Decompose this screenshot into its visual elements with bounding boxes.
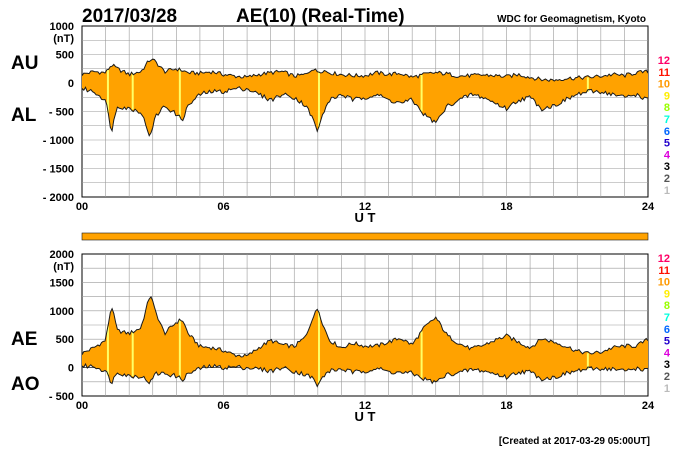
- chart-date: 2017/03/28: [82, 6, 177, 27]
- legend-station-12: 12: [658, 253, 670, 265]
- x-tick-label: 12: [359, 400, 371, 412]
- legend-station-8: 8: [664, 300, 670, 312]
- legend-station-1: 1: [664, 383, 670, 395]
- x-tick-label: 18: [500, 201, 512, 213]
- x-tick-label: 00: [76, 201, 88, 213]
- envelope-fill: [82, 296, 648, 387]
- x-tick-label: 12: [359, 201, 371, 213]
- y-tick-label: - 1000: [43, 135, 74, 147]
- y-tick-label: - 2000: [43, 192, 74, 204]
- chart-title: AE(10) (Real-Time): [236, 6, 405, 27]
- legend-station-10: 10: [658, 79, 670, 91]
- legend-station-11: 11: [658, 265, 670, 277]
- series-line-au: [81, 58, 649, 82]
- legend-station-2: 2: [664, 371, 670, 383]
- legend-station-7: 7: [664, 114, 670, 126]
- legend-station-3: 3: [664, 359, 670, 371]
- envelope-fill: [82, 59, 648, 136]
- y-tick-label: 500: [56, 334, 74, 346]
- y-tick-label: 1500: [50, 277, 74, 289]
- legend-station-6: 6: [664, 126, 670, 138]
- legend-station-5: 5: [664, 138, 670, 150]
- unit-label-top: (nT): [53, 33, 74, 45]
- y-tick-label: 1000: [50, 306, 74, 318]
- x-tick-label: 00: [76, 400, 88, 412]
- al-label: AL: [11, 105, 37, 126]
- x-tick-label: 06: [217, 201, 229, 213]
- legend-station-11: 11: [658, 67, 670, 79]
- legend-station-2: 2: [664, 173, 670, 185]
- legend-station-9: 9: [664, 90, 670, 102]
- x-tick-label: 06: [217, 400, 229, 412]
- legend-station-3: 3: [664, 161, 670, 173]
- y-tick-label: 1000: [50, 21, 74, 33]
- y-tick-label: - 1500: [43, 164, 74, 176]
- legend-station-4: 4: [664, 347, 671, 359]
- created-timestamp: [Created at 2017-03-29 05:00UT]: [499, 436, 650, 447]
- legend-station-5: 5: [664, 336, 670, 348]
- separator-strip: [81, 232, 649, 241]
- legend-station-8: 8: [664, 102, 670, 114]
- legend-station-9: 9: [664, 288, 670, 300]
- x-tick-label: 18: [500, 400, 512, 412]
- x-axis-title-top: U T: [355, 210, 376, 225]
- source-credit: WDC for Geomagnetism, Kyoto: [497, 14, 646, 25]
- series-line-ao: [81, 362, 649, 388]
- unit-label-bottom: (nT): [53, 261, 74, 273]
- x-tick-label: 24: [642, 400, 655, 412]
- legend-station-12: 12: [658, 55, 670, 67]
- y-tick-label: - 500: [49, 391, 74, 403]
- series-line-al: [81, 86, 649, 137]
- y-tick-label: 0: [68, 363, 74, 375]
- y-tick-label: 2000: [50, 249, 74, 261]
- legend-station-10: 10: [658, 277, 670, 289]
- ae-label: AE: [11, 329, 37, 350]
- legend-station-1: 1: [664, 185, 670, 197]
- x-tick-label: 24: [642, 201, 655, 213]
- legend-station-6: 6: [664, 324, 670, 336]
- au-label: AU: [11, 53, 38, 74]
- series-line-ae: [81, 295, 649, 358]
- y-tick-label: 0: [68, 78, 74, 90]
- legend-station-7: 7: [664, 312, 670, 324]
- x-axis-title-bottom: U T: [355, 409, 376, 424]
- y-tick-label: 500: [56, 50, 74, 62]
- ao-label: AO: [11, 374, 40, 395]
- y-tick-label: - 500: [49, 107, 74, 119]
- legend-station-4: 4: [664, 149, 671, 161]
